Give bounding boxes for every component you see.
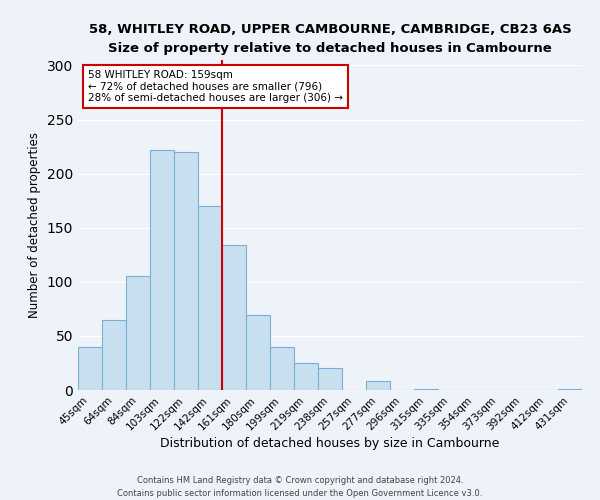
Y-axis label: Number of detached properties: Number of detached properties <box>28 132 41 318</box>
Bar <box>558 389 582 390</box>
Bar <box>78 346 102 390</box>
Bar <box>126 276 150 390</box>
Bar <box>246 316 270 390</box>
Text: 58 WHITLEY ROAD: 159sqm
← 72% of detached houses are smaller (796)
28% of semi-d: 58 WHITLEY ROAD: 159sqm ← 72% of detache… <box>88 70 343 103</box>
Text: Contains HM Land Registry data © Crown copyright and database right 2024.
Contai: Contains HM Land Registry data © Crown c… <box>118 476 482 498</box>
Bar <box>318 368 342 390</box>
Bar <box>414 389 438 390</box>
Bar <box>222 245 246 390</box>
Bar <box>174 152 198 390</box>
Bar <box>102 320 126 390</box>
Bar <box>270 346 294 390</box>
Bar <box>198 206 222 390</box>
Bar <box>150 150 174 390</box>
Title: 58, WHITLEY ROAD, UPPER CAMBOURNE, CAMBRIDGE, CB23 6AS
Size of property relative: 58, WHITLEY ROAD, UPPER CAMBOURNE, CAMBR… <box>89 22 571 54</box>
Bar <box>294 363 318 390</box>
Bar <box>366 382 390 390</box>
X-axis label: Distribution of detached houses by size in Cambourne: Distribution of detached houses by size … <box>160 438 500 450</box>
